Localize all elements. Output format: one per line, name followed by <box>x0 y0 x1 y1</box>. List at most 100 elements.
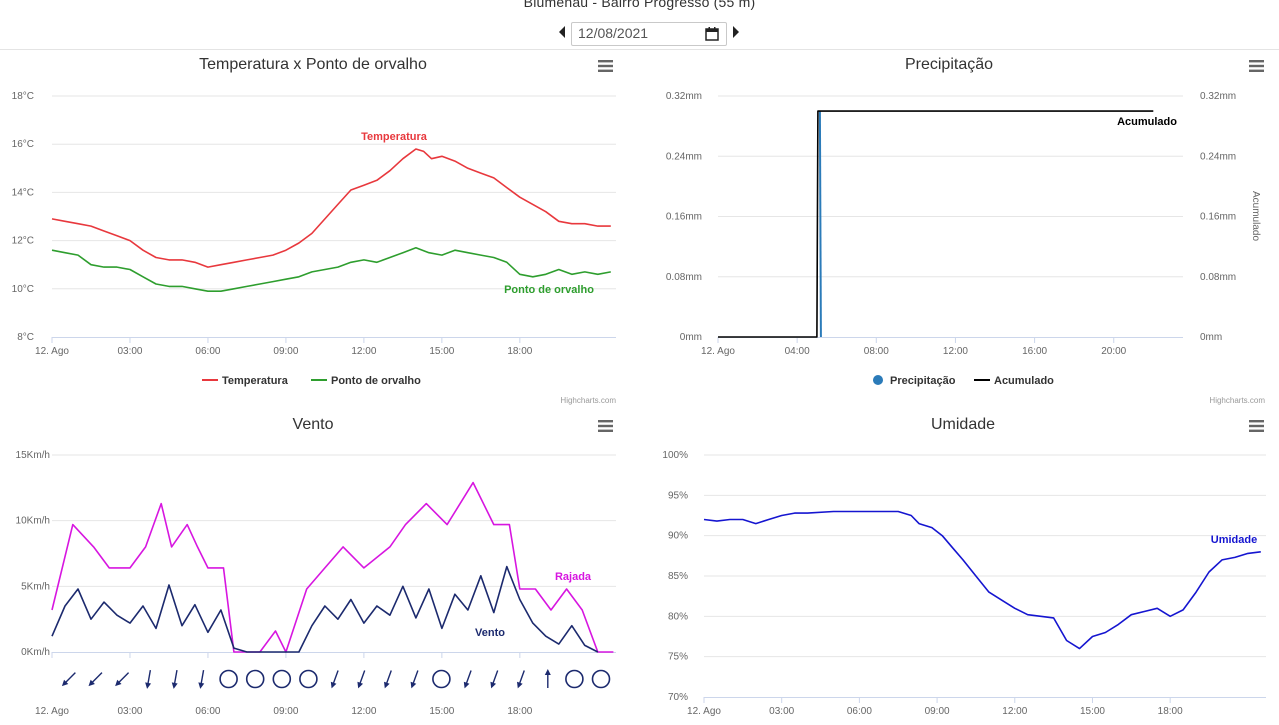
y-tick-label: 15Km/h <box>16 450 50 461</box>
series-label-umidade: Umidade <box>1211 534 1257 546</box>
y-tick-label: 90% <box>668 531 688 542</box>
x-tick-label: 06:00 <box>847 706 872 717</box>
x-tick-label: 06:00 <box>195 346 220 357</box>
arrow-head <box>145 682 152 689</box>
y-tick-label: 0.08mm <box>666 272 702 283</box>
x-tick-label: 12. Ago <box>687 706 721 717</box>
wind-arrow-icon <box>88 672 103 687</box>
wind-arrow-icon <box>145 670 152 689</box>
calm-wind-icon <box>219 669 238 689</box>
legend-item-acumulado[interactable]: Acumulado <box>974 375 1054 387</box>
series-line-ponto-de-orvalho <box>51 247 611 292</box>
y-tick-label: 0mm <box>680 332 702 343</box>
calendar-icon[interactable] <box>705 27 719 41</box>
wind-arrow-icon <box>490 670 499 689</box>
chart-title: Temperatura x Ponto de orvalho <box>199 56 427 73</box>
arrow-head <box>384 681 390 689</box>
page-title: Blumenau - Bairro Progresso (55 m) <box>523 0 756 10</box>
legend-item-temperatura[interactable]: Temperatura <box>202 375 289 387</box>
calm-wind-icon <box>272 669 292 689</box>
credit-link[interactable]: Highcharts.com <box>1209 396 1265 405</box>
series-label-temperatura: Temperatura <box>361 131 428 143</box>
previous-day-button[interactable] <box>555 25 569 43</box>
calm-wind-icon <box>245 669 265 689</box>
arrow-head <box>330 681 337 689</box>
x-tick-label: 12. Ago <box>35 706 69 717</box>
credit-link[interactable]: Highcharts.com <box>560 396 616 405</box>
series-line-acumulado <box>718 110 1154 338</box>
series-line-vento <box>51 565 599 653</box>
legend-label: Temperatura <box>222 375 289 387</box>
arrow-head <box>410 681 417 689</box>
series-label-rajada: Rajada <box>555 571 592 583</box>
arrow-head <box>463 681 470 689</box>
chart-menu-icon[interactable] <box>1249 60 1264 72</box>
y-tick-label: 0Km/h <box>21 647 50 658</box>
y-tick-label: 5Km/h <box>21 581 50 592</box>
x-tick-label: 18:00 <box>507 346 532 357</box>
x-tick-label: 18:00 <box>507 706 532 717</box>
temperature-dewpoint-chart: Temperatura x Ponto de orvalho 8°C 10°C 12… <box>12 56 617 405</box>
x-tick-label: 09:00 <box>273 346 298 357</box>
chart-menu-icon[interactable] <box>598 60 613 72</box>
wind-arrow-icon <box>330 670 339 689</box>
legend-label: Precipitação <box>890 375 956 387</box>
y-tick-label: 95% <box>668 490 688 501</box>
arrow-head <box>490 681 497 689</box>
wind-arrow-icon <box>463 670 472 689</box>
calm-wind-icon <box>299 669 318 689</box>
x-tick-label: 09:00 <box>925 706 950 717</box>
x-tick-label: 03:00 <box>769 706 794 717</box>
x-tick-label: 15:00 <box>429 346 454 357</box>
legend-item-precipitacao[interactable]: Precipitação <box>873 375 956 387</box>
y2-tick-label: 0.16mm <box>1200 212 1236 223</box>
humidity-chart: Umidade 70% 75% 80% 85% 90% 95% 100% 12. Ago 03:… <box>662 416 1266 717</box>
x-tick-label: 12. Ago <box>701 346 735 357</box>
arrow-head <box>357 681 364 689</box>
y2-tick-label: 0.08mm <box>1200 272 1236 283</box>
x-tick-label: 15:00 <box>429 706 454 717</box>
chart-title: Umidade <box>931 416 995 433</box>
arrow-head <box>198 682 205 689</box>
y-tick-label: 18°C <box>12 91 34 102</box>
x-tick-label: 15:00 <box>1080 706 1105 717</box>
legend-label: Acumulado <box>994 375 1054 387</box>
legend-item-ponto-de-orvalho[interactable]: Ponto de orvalho <box>311 375 421 387</box>
caret-left-icon <box>559 26 565 38</box>
y-tick-label: 14°C <box>12 187 34 198</box>
series-label-acumulado: Acumulado <box>1117 116 1177 128</box>
x-tick-label: 12:00 <box>351 346 376 357</box>
series-label-vento: Vento <box>475 627 505 639</box>
legend: Temperatura Ponto de orvalho <box>202 375 421 387</box>
wind-chart: Vento 0Km/h 5Km/h 10Km/h 15Km/h 12. Ago 03:00… <box>16 416 616 717</box>
legend: Precipitação Acumulado <box>873 375 1054 387</box>
x-tick-label: 06:00 <box>195 706 220 717</box>
next-day-button[interactable] <box>729 25 743 43</box>
wind-arrow-icon <box>384 670 392 689</box>
calm-wind-icon <box>565 669 584 689</box>
y2-tick-label: 0.32mm <box>1200 91 1236 102</box>
y-tick-label: 0.24mm <box>666 151 702 162</box>
wind-arrow-icon <box>61 672 76 687</box>
date-navigator: 12/08/2021 <box>0 22 1279 46</box>
series-line-temperatura <box>51 148 611 268</box>
y-tick-label: 10°C <box>12 284 34 295</box>
y-tick-label: 80% <box>668 611 688 622</box>
x-tick-label: 18:00 <box>1158 706 1183 717</box>
x-tick-label: 12. Ago <box>35 346 69 357</box>
y2-tick-label: 0mm <box>1200 332 1222 343</box>
x-tick-label: 20:00 <box>1101 346 1126 357</box>
wind-arrow-icon <box>517 670 525 689</box>
header-divider <box>0 49 1279 50</box>
chart-title: Precipitação <box>905 56 993 73</box>
wind-arrow-icon <box>544 669 551 688</box>
x-tick-label: 16:00 <box>1022 346 1047 357</box>
date-value: 12/08/2021 <box>578 25 649 41</box>
calm-wind-icon <box>591 669 611 689</box>
arrow-head <box>517 681 523 689</box>
x-tick-label: 04:00 <box>785 346 810 357</box>
series-line-precipita-o <box>818 111 822 338</box>
chart-menu-icon[interactable] <box>1249 420 1264 432</box>
date-input[interactable]: 12/08/2021 <box>571 22 727 46</box>
chart-menu-icon[interactable] <box>598 420 613 432</box>
